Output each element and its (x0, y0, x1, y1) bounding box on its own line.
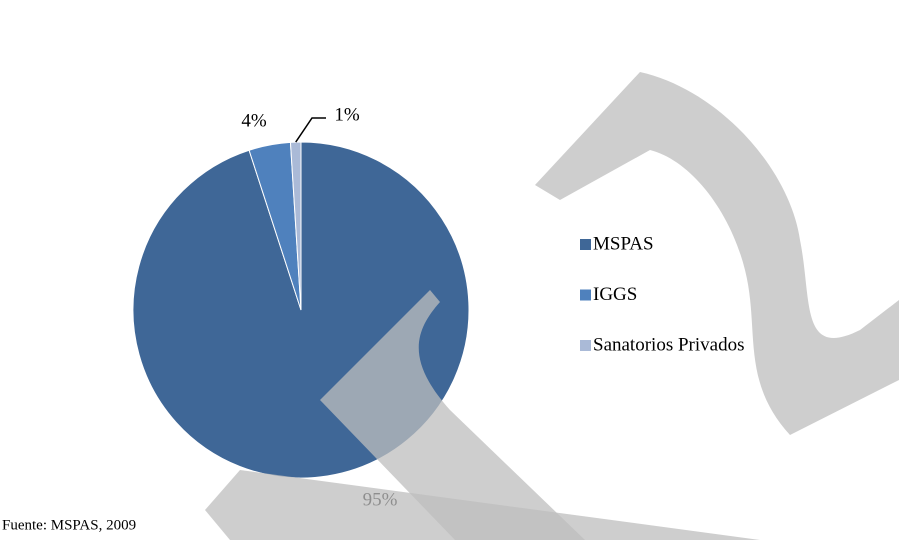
legend: MSPAS IGGS Sanatorios Privados (580, 233, 744, 355)
pie-slice (289, 141, 302, 311)
source-note: Fuente: MSPAS, 2009 (2, 517, 136, 533)
leader-line (295, 117, 326, 143)
watermark (205, 72, 899, 540)
legend-swatch (580, 239, 591, 250)
legend-label: MSPAS (593, 233, 654, 254)
legend-swatch (580, 340, 591, 351)
data-label: 4% (241, 110, 267, 131)
data-label: 1% (334, 104, 360, 125)
legend-label: IGGS (593, 284, 637, 305)
legend-label: Sanatorios Privados (593, 334, 744, 355)
legend-swatch (580, 289, 591, 301)
